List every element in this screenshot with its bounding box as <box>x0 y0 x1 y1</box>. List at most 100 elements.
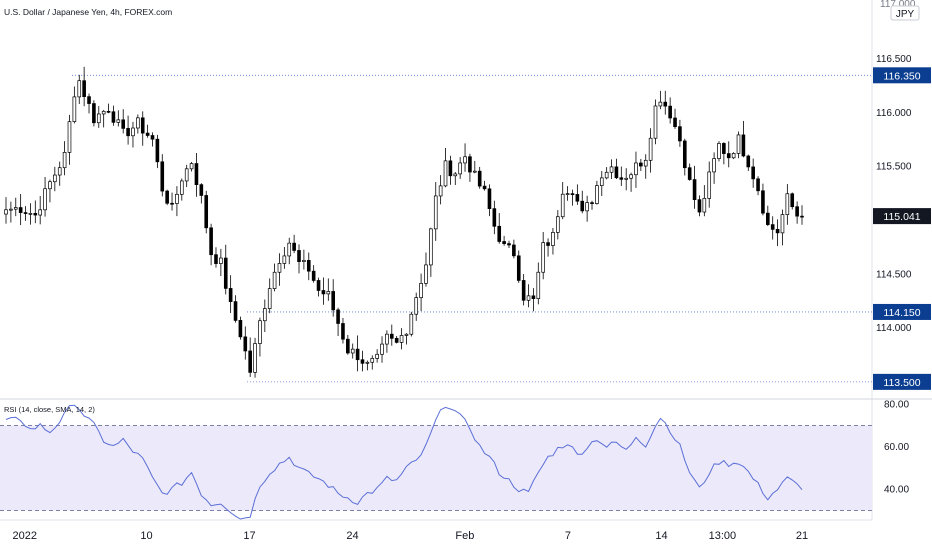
candle-body <box>673 117 677 128</box>
time-axis-ticks: 2022 10 17 24 Feb 7 14 13:00 21 <box>12 530 808 542</box>
candle-body <box>678 126 682 142</box>
currency-label: JPY <box>896 9 915 20</box>
candle-body <box>67 121 72 153</box>
candle-body <box>477 170 482 187</box>
price-badge-label: 114.150 <box>883 307 920 319</box>
candle-body <box>756 178 760 192</box>
candle-body <box>282 255 287 264</box>
price-tick-label: 115.500 <box>876 162 912 173</box>
time-tick-label: 21 <box>796 530 808 542</box>
rsi-line <box>5 404 803 520</box>
candle-body <box>751 166 755 180</box>
price-badge-label: 116.350 <box>883 70 920 82</box>
candle-body <box>526 295 531 301</box>
candle-body <box>653 105 658 139</box>
candle-body <box>179 180 184 195</box>
candle-body <box>194 163 199 185</box>
candle-body <box>595 185 599 204</box>
price-axis-ticks: 116.500 116.000 115.500 114.500 114.000 <box>876 54 912 334</box>
candle-body <box>53 174 57 183</box>
candle-body <box>414 297 419 315</box>
candle-body <box>62 151 67 169</box>
candle-body <box>33 213 38 216</box>
candle-body <box>492 208 497 227</box>
candle-body <box>321 290 326 295</box>
price-badge <box>873 303 931 320</box>
candle-body <box>473 170 477 173</box>
candle-body <box>712 158 716 173</box>
candle-body <box>13 207 18 210</box>
candle-body <box>72 96 77 123</box>
rsi-axis-ticks: 80.00 60.00 40.00 <box>884 399 909 495</box>
candle-body <box>409 313 414 335</box>
candle-body <box>580 200 585 212</box>
candle-body <box>248 350 252 373</box>
candle-body <box>497 225 502 242</box>
candle-body <box>438 185 443 197</box>
time-tick-label: Feb <box>455 530 474 542</box>
candle-body <box>668 105 672 119</box>
candle-body <box>453 173 458 177</box>
candle-body <box>614 166 619 179</box>
rsi-tick-label: 60.00 <box>884 442 909 453</box>
candle-body <box>175 193 179 204</box>
candle-body <box>346 338 350 354</box>
rsi-tick-label: 80.00 <box>884 399 909 410</box>
candle-body <box>111 111 116 123</box>
candle-body <box>707 171 712 199</box>
candle-body <box>570 193 575 195</box>
candle-body <box>419 283 423 299</box>
candle-body <box>311 270 316 281</box>
candle-body <box>599 177 604 186</box>
candle-body <box>726 153 731 159</box>
candle-body <box>663 101 668 107</box>
candle-body <box>775 229 780 234</box>
price-axis-badges: 116.350 115.041 114.150 113.500 <box>873 67 931 390</box>
candle-body <box>331 291 335 311</box>
candle-body <box>463 156 467 164</box>
candle-body <box>101 110 106 115</box>
candle-body <box>336 309 340 324</box>
candle-body <box>780 214 785 234</box>
candle-body <box>375 353 379 359</box>
candle-body <box>790 193 795 208</box>
candle-body <box>184 168 189 182</box>
candle-body <box>140 117 145 134</box>
candle-body <box>741 134 746 157</box>
candle-body <box>355 348 360 361</box>
candle-body <box>263 308 267 322</box>
price-badge-label: 115.041 <box>883 211 920 223</box>
time-tick-label: 7 <box>565 530 571 542</box>
candle-body <box>702 198 707 213</box>
candle-body <box>9 208 13 211</box>
candle-body <box>722 143 726 154</box>
candle-body <box>48 181 52 190</box>
candle-body <box>365 361 370 364</box>
candle-body <box>487 188 492 209</box>
candle-body <box>575 194 580 202</box>
reference-lines <box>72 74 872 383</box>
price-badge <box>873 208 931 225</box>
candle-body <box>619 177 624 180</box>
candle-body <box>800 215 804 218</box>
candle-body <box>189 163 194 170</box>
candle-body <box>458 162 462 175</box>
candle-body <box>624 177 629 180</box>
candle-body <box>43 188 47 211</box>
candle-body <box>531 295 536 299</box>
candle-body <box>277 263 282 273</box>
candle-body <box>394 337 399 343</box>
candle-body <box>502 241 506 244</box>
candle-body <box>28 213 33 215</box>
currency-button[interactable] <box>890 5 920 21</box>
candle-body <box>136 117 140 129</box>
candle-body <box>360 359 365 364</box>
candle-body <box>238 320 243 338</box>
candle-body <box>209 227 213 256</box>
rsi-band <box>0 425 872 511</box>
candle-body <box>692 179 697 200</box>
candle-body <box>199 184 204 196</box>
candle-body <box>761 190 765 214</box>
candle-body <box>116 119 121 123</box>
candle-body <box>516 255 521 281</box>
